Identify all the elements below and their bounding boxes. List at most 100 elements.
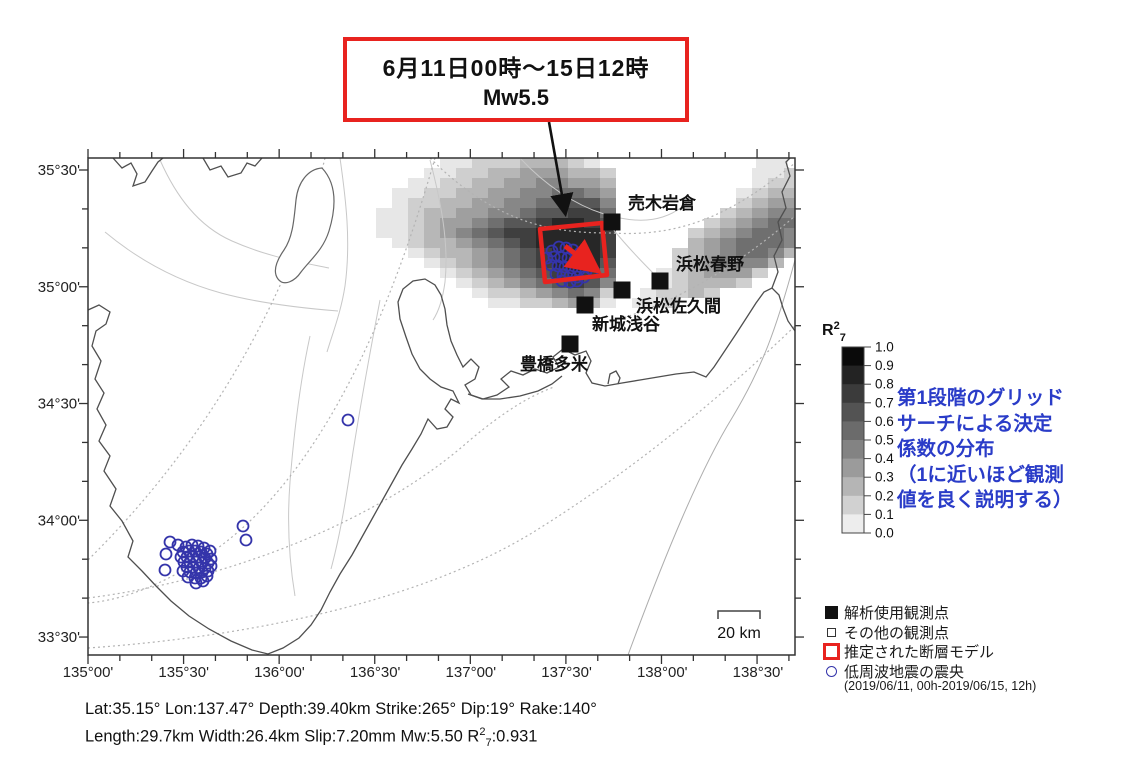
heat-cell: [456, 198, 472, 208]
axis-ticks: [79, 149, 804, 664]
heat-cell: [408, 218, 424, 228]
heat-cell: [600, 178, 616, 188]
heat-cell: [552, 218, 568, 228]
heat-cell: [720, 238, 736, 248]
heat-cell: [784, 238, 795, 248]
heat-cell: [536, 168, 552, 178]
heat-cell: [736, 218, 752, 228]
colorbar-tick-label: 0.6: [875, 414, 894, 429]
trough-line: [627, 259, 795, 655]
heat-cell: [688, 268, 704, 278]
heat-cell: [672, 258, 688, 268]
y-axis-label: 33°30': [38, 629, 80, 646]
heat-cell: [568, 298, 584, 308]
heat-cell: [784, 248, 795, 258]
heat-cell: [520, 228, 536, 238]
colorbar-segment: [842, 384, 864, 404]
heat-cell: [688, 258, 704, 268]
callout-period: 6月11日00時～15日12時: [382, 54, 650, 81]
colorbar-title: R27: [822, 320, 846, 344]
heat-cell: [392, 188, 408, 198]
heat-cell: [536, 188, 552, 198]
heat-cell: [472, 158, 488, 168]
heat-cell: [456, 178, 472, 188]
heat-cell: [584, 208, 600, 218]
heat-cell: [440, 268, 456, 278]
heat-cell: [456, 218, 472, 228]
heat-cell: [504, 228, 520, 238]
heat-cell: [552, 168, 568, 178]
heat-cell: [720, 268, 736, 278]
colorbar-tick-label: 0.3: [875, 470, 894, 485]
heat-cell: [424, 248, 440, 258]
heat-cell: [720, 258, 736, 268]
heat-cell: [600, 228, 616, 238]
heat-cell: [488, 288, 504, 298]
heat-cell: [520, 238, 536, 248]
epicenter-circle: [239, 533, 253, 547]
legend-period: (2019/06/11, 00h-2019/06/15, 12h): [844, 679, 1037, 693]
heat-cell: [472, 258, 488, 268]
heat-cell: [784, 198, 795, 208]
heat-cell: [720, 278, 736, 288]
heat-cell: [504, 298, 520, 308]
x-axis-label: 138°00': [637, 664, 688, 681]
heat-cell: [720, 228, 736, 238]
heat-cell: [736, 278, 752, 288]
heat-cell: [584, 288, 600, 298]
fault-rectangle: [537, 220, 610, 285]
heat-cell: [520, 158, 536, 168]
fault-model: [537, 220, 610, 285]
heat-cell: [520, 278, 536, 288]
heat-cell: [456, 188, 472, 198]
heat-cell: [520, 178, 536, 188]
heat-cell: [704, 288, 720, 298]
heat-cell: [504, 238, 520, 248]
heat-cell: [568, 188, 584, 198]
heat-cell: [736, 238, 752, 248]
heat-cell: [440, 208, 456, 218]
heat-cell: [472, 168, 488, 178]
scale-bar-bracket: [717, 610, 761, 619]
heat-cell: [504, 268, 520, 278]
heat-cell: [768, 228, 784, 238]
heat-cell: [704, 268, 720, 278]
heat-cell: [472, 228, 488, 238]
heat-cell: [472, 288, 488, 298]
heat-cell: [768, 218, 784, 228]
heat-cell: [752, 218, 768, 228]
heat-cell: [424, 198, 440, 208]
heat-cell: [504, 248, 520, 258]
epicenter-circle: [236, 519, 250, 533]
heat-cell: [424, 258, 440, 268]
heat-cell: [536, 198, 552, 208]
heat-cell: [520, 288, 536, 298]
heat-cell: [584, 228, 600, 238]
heat-cell: [440, 198, 456, 208]
legend-label: 低周波地震の震央: [844, 663, 965, 681]
heat-cell: [536, 298, 552, 308]
heat-cell: [584, 158, 600, 168]
lake-biwa: [274, 167, 335, 284]
callout-magnitude: Mw5.5: [482, 84, 550, 110]
heat-cell: [768, 168, 784, 178]
x-axis-label: 136°30': [350, 664, 401, 681]
station-square: [651, 272, 669, 290]
blue-circle-icon: [818, 665, 844, 677]
heat-cell: [424, 218, 440, 228]
heat-cell: [584, 198, 600, 208]
colorbar-tick-label: 0.4: [875, 451, 894, 466]
heat-cell: [672, 278, 688, 288]
heat-cell: [704, 258, 720, 268]
heat-cell: [408, 228, 424, 238]
colorbar-tick-label: 0.7: [875, 395, 894, 410]
heat-cell: [440, 188, 456, 198]
heat-cell: [656, 288, 672, 298]
heat-cell: [472, 268, 488, 278]
heat-cell: [584, 238, 600, 248]
colorbar-tick-label: 1.0: [875, 340, 894, 355]
legend-label: 推定された断層モデル: [844, 644, 995, 662]
heat-cell: [704, 228, 720, 238]
heat-cell: [376, 228, 392, 238]
